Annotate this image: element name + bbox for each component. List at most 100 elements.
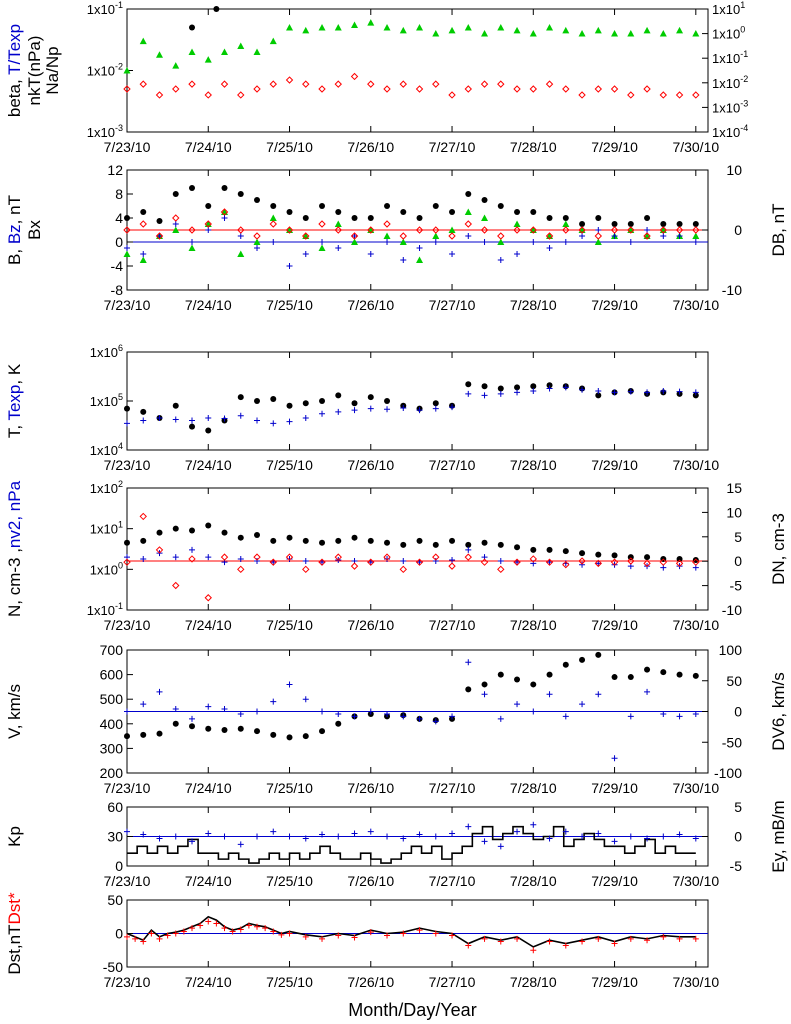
x-tick-label: 7/26/10 [347, 139, 394, 155]
data-point [189, 417, 196, 424]
y-axis-label-part: , nT [5, 195, 24, 224]
data-point [367, 19, 375, 26]
y-tick-label: 1x105 [90, 392, 123, 409]
data-point [448, 26, 456, 34]
data-point [595, 215, 602, 221]
data-point [610, 85, 619, 93]
x-tick-label: 7/28/10 [510, 139, 557, 155]
data-point [237, 394, 244, 401]
data-point [465, 191, 472, 197]
y-tick-label-right: 0 [734, 222, 742, 238]
data-point [335, 932, 342, 939]
y-tick-exponent: -1 [115, 601, 123, 611]
y-tick-label-right: -50 [722, 734, 742, 750]
data-point [676, 713, 683, 720]
data-point [124, 733, 130, 740]
data-point [124, 708, 130, 715]
data-point [384, 539, 391, 546]
data-point [594, 26, 602, 34]
data-point [319, 559, 326, 566]
x-tick-label: 7/26/10 [347, 974, 394, 990]
data-point [497, 541, 504, 548]
data-point [513, 26, 521, 34]
data-point [189, 527, 196, 534]
data-point [172, 525, 179, 532]
data-point [529, 85, 538, 93]
data-point [367, 558, 375, 566]
y-tick-label: -8 [111, 282, 124, 298]
data-point [497, 671, 504, 678]
y-axis-label-part: V, km/s [5, 684, 24, 739]
data-point [644, 227, 651, 233]
data-point [530, 546, 537, 553]
y-tick-mantissa: 1x10 [712, 2, 740, 17]
data-point [270, 698, 277, 705]
data-point [189, 185, 196, 191]
x-tick-label: 7/25/10 [266, 873, 313, 889]
data-point [497, 203, 504, 209]
y-tick-label: 700 [100, 642, 124, 658]
data-point [335, 720, 342, 727]
data-point [399, 80, 407, 88]
data-point [675, 91, 684, 99]
data-point [367, 708, 374, 715]
data-point [497, 238, 505, 245]
data-point [269, 220, 277, 228]
data-point [481, 239, 488, 245]
data-point [676, 221, 683, 227]
data-point [627, 833, 634, 840]
y-tick-label: 0 [115, 858, 123, 874]
data-point [140, 251, 147, 257]
panel-kp: 7/23/10 7/24/10 7/25/10 7/26/10 7/27/10 7/28/… [5, 799, 788, 889]
y-tick-label-right: 10 [726, 504, 742, 520]
data-point [594, 238, 602, 245]
data-point [692, 558, 700, 566]
data-point [611, 389, 618, 396]
data-point [302, 232, 310, 240]
data-point [188, 244, 196, 251]
data-point [384, 406, 391, 413]
data-point [351, 21, 359, 28]
y-tick-exponent: 0 [740, 25, 745, 35]
data-point [253, 238, 261, 245]
data-point [594, 559, 603, 568]
data-point [139, 80, 147, 88]
data-point [497, 558, 504, 565]
y-tick-exponent: -4 [740, 123, 748, 133]
data-point [384, 833, 391, 840]
data-point [627, 239, 634, 245]
data-point [140, 938, 147, 945]
y-axis-label-part: N, cm-3 , [5, 548, 24, 617]
data-point [562, 215, 569, 221]
data-point [465, 686, 472, 693]
data-point [546, 385, 553, 392]
x-tick-label: 7/24/10 [185, 297, 232, 313]
data-point [220, 208, 229, 216]
data-point [627, 226, 635, 234]
data-point [285, 553, 294, 561]
data-point [579, 550, 586, 557]
data-point [400, 257, 407, 263]
data-point [595, 387, 602, 394]
y-tick-mantissa: 1x10 [90, 345, 118, 360]
data-point [156, 730, 163, 737]
data-point [367, 828, 374, 835]
data-point [188, 555, 196, 563]
data-point [286, 418, 293, 425]
data-point [156, 218, 163, 224]
data-point [278, 931, 285, 938]
y-tick-label-right: 100 [719, 642, 743, 658]
data-point [156, 414, 163, 421]
data-point [611, 233, 618, 239]
y-tick-label: 0 [115, 234, 123, 250]
y-tick-label-right: 1x10-2 [712, 74, 748, 91]
data-point [611, 29, 619, 37]
data-point [189, 925, 196, 932]
data-point [221, 215, 228, 221]
data-point [334, 80, 342, 88]
data-point [514, 701, 521, 708]
data-point [627, 557, 635, 565]
y-tick-exponent: 2 [118, 479, 123, 489]
y-tick-label: -4 [111, 258, 124, 274]
panel-temp: 7/23/10 7/24/10 7/25/10 7/26/10 7/27/10 7/28/… [5, 343, 719, 473]
